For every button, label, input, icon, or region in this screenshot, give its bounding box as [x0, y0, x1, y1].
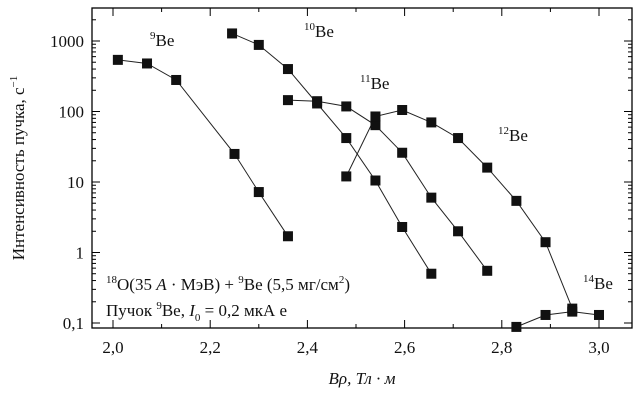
data-point [453, 226, 464, 237]
x-tick-label: 2,2 [200, 338, 221, 357]
series-line [516, 311, 600, 328]
tick-labels: 2,0 2,2 2,4 2,6 2,8 3,0 0,1 1 10 100 1000 [50, 32, 610, 357]
data-point [229, 148, 240, 159]
x-tick-label: 3,0 [588, 338, 609, 357]
x-tick-label: 2,4 [297, 338, 319, 357]
data-point [341, 133, 352, 144]
data-point [482, 162, 493, 173]
data-point [282, 231, 293, 242]
data-point [511, 321, 522, 332]
data-point [282, 64, 293, 75]
data-point [370, 175, 381, 186]
series-label-10be: 10Be [304, 21, 334, 41]
x-tick-label: 2,0 [102, 338, 123, 357]
data-point [482, 265, 493, 276]
reaction-annotation: 18O(35 A · МэВ) + 9Be (5,5 мг/см2) [106, 274, 350, 294]
data-point [397, 147, 408, 158]
data-point [426, 117, 437, 128]
series-label-11be: 11Be [360, 73, 389, 93]
series-line [117, 59, 289, 237]
series-label-9be: 9Be [150, 30, 174, 50]
data-point [567, 306, 578, 317]
x-axis-title: Bρ, Тл · м [329, 369, 396, 388]
y-tick-label: 10 [67, 173, 84, 192]
data-point [171, 74, 182, 85]
series-points [112, 28, 604, 332]
data-point [341, 101, 352, 112]
data-point [397, 105, 408, 116]
data-point [511, 195, 522, 206]
data-point [594, 309, 604, 320]
y-tick-label: 1 [76, 244, 85, 263]
data-point [227, 28, 238, 39]
data-point [282, 95, 293, 106]
data-point [370, 111, 381, 122]
data-point [312, 96, 323, 107]
data-point [540, 309, 551, 320]
x-tick-label: 2,6 [394, 338, 415, 357]
y-axis-title: Интенсивность пучка, с−1 [8, 76, 28, 261]
series-label-12be: 12Be [498, 125, 528, 145]
axis-ticks [92, 8, 632, 328]
data-point [453, 133, 464, 144]
plot-frame [91, 7, 633, 329]
data-point [253, 39, 264, 50]
data-point [426, 192, 437, 203]
data-point [112, 54, 123, 65]
beam-annotation: Пучок 9Be, I0 = 0,2 мкА е [106, 300, 287, 324]
y-tick-label: 100 [59, 103, 85, 122]
data-point [253, 187, 264, 198]
data-point [397, 221, 408, 232]
y-tick-label: 1000 [50, 32, 84, 51]
data-point [370, 120, 381, 131]
x-tick-label: 2,8 [491, 338, 512, 357]
data-point [142, 58, 153, 69]
series-line [287, 99, 488, 272]
data-point [426, 268, 437, 279]
data-point [341, 171, 352, 182]
y-tick-label: 0,1 [63, 314, 84, 333]
series-label-14be: 14Be [583, 273, 613, 293]
data-point [540, 237, 551, 248]
